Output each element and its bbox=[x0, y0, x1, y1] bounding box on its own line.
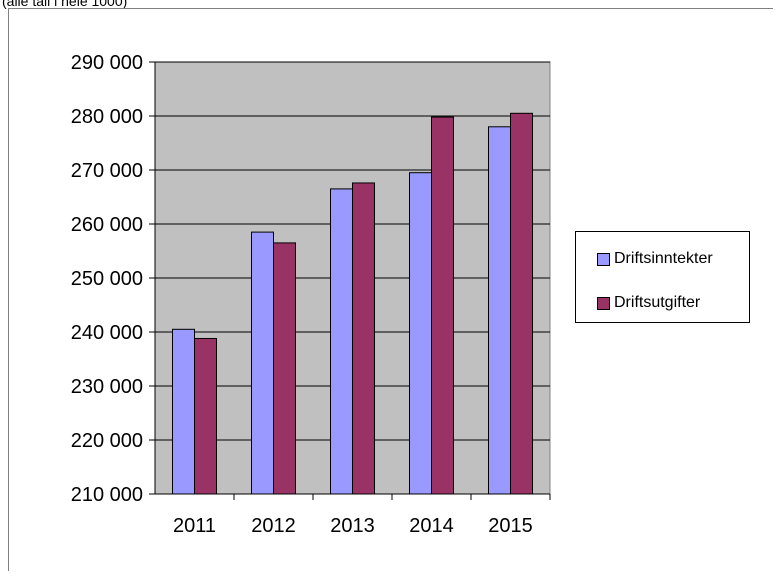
y-tick-label: 260 000 bbox=[71, 214, 143, 236]
bar-driftsutgifter-2011 bbox=[194, 337, 217, 495]
legend-swatch-driftsutgifter bbox=[597, 296, 610, 310]
chart-caption: (alle tall i hele 1000) bbox=[2, 0, 128, 9]
bar-driftsutgifter-2012 bbox=[273, 242, 296, 495]
bar-driftsinntekter-2011 bbox=[172, 328, 195, 495]
legend-item-driftsutgifter: Driftsutgifter bbox=[597, 294, 700, 312]
bar-driftsinntekter-2013 bbox=[330, 188, 353, 495]
y-tick-label: 290 000 bbox=[71, 52, 143, 74]
bar-driftsinntekter-2015 bbox=[488, 126, 511, 495]
bar-driftsutgifter-2013 bbox=[352, 182, 375, 495]
bar-driftsutgifter-2014 bbox=[431, 116, 454, 495]
bar-driftsutgifter-2015 bbox=[510, 112, 533, 495]
y-tick-label: 230 000 bbox=[71, 376, 143, 398]
bar-driftsinntekter-2012 bbox=[251, 231, 274, 495]
x-tick-label: 2011 bbox=[173, 515, 216, 537]
y-tick-label: 270 000 bbox=[71, 160, 143, 182]
legend-swatch-driftsinntekter bbox=[597, 252, 610, 266]
bar-driftsinntekter-2014 bbox=[409, 172, 432, 495]
legend: Driftsinntekter Driftsutgifter bbox=[575, 231, 750, 323]
y-tick-label: 240 000 bbox=[71, 322, 143, 344]
x-tick-label: 2012 bbox=[251, 515, 296, 537]
y-tick-label: 280 000 bbox=[71, 106, 143, 128]
y-tick-label: 250 000 bbox=[71, 268, 143, 290]
legend-item-driftsinntekter: Driftsinntekter bbox=[597, 250, 713, 268]
x-tick-label: 2015 bbox=[488, 515, 533, 537]
y-tick-label: 210 000 bbox=[71, 484, 143, 506]
legend-label-driftsinntekter: Driftsinntekter bbox=[614, 250, 713, 267]
chart-frame bbox=[8, 8, 773, 571]
legend-label-driftsutgifter: Driftsutgifter bbox=[614, 294, 701, 311]
x-tick-label: 2013 bbox=[330, 515, 375, 537]
x-tick-label: 2014 bbox=[409, 515, 454, 537]
y-tick-label: 220 000 bbox=[71, 430, 143, 452]
